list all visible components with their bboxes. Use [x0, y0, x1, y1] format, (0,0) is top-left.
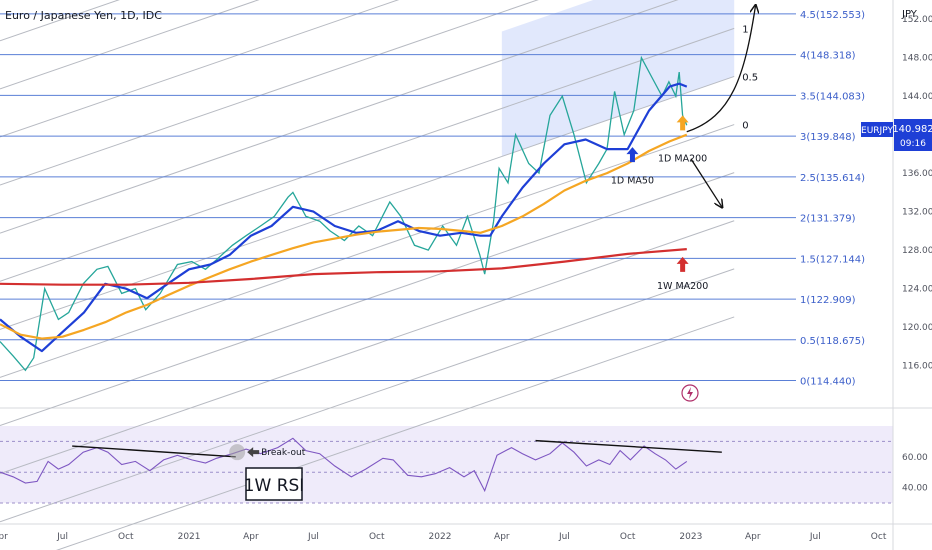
channel-line	[0, 0, 400, 138]
y-tick-label: 148.000	[902, 54, 932, 64]
channel-line	[0, 75, 735, 330]
wma200-arrow-icon	[676, 256, 689, 272]
currency-label: JPY	[901, 9, 918, 20]
channel-level-label: 0	[742, 121, 748, 132]
price-tag[interactable]	[894, 119, 932, 151]
rsi-label-box	[245, 467, 303, 501]
fib-level-label: 4.5(152.553)	[800, 10, 865, 21]
fib-level-label: 1.5(127.144)	[800, 254, 865, 265]
channel-level-label: 1	[742, 24, 748, 35]
wma200-annotation: 1W MA200	[657, 281, 708, 292]
channel-highlight	[501, 0, 735, 157]
x-tick-label: Oct	[620, 532, 636, 542]
fib-level-label: 2.5(135.614)	[800, 173, 865, 184]
breakout-annotation: Break-out	[261, 448, 306, 458]
rsi-tick-label: 60.00	[902, 453, 928, 463]
x-tick-label: Apr	[243, 532, 259, 542]
x-tick-label: Apr	[494, 532, 510, 542]
ma200-annotation: 1D MA200	[658, 153, 707, 164]
channel-line	[0, 27, 735, 282]
symbol-ticker: EURJPY	[861, 126, 893, 136]
y-tick-label: 132.000	[902, 208, 932, 218]
rsi-tick-label: 40.00	[902, 484, 928, 494]
y-tick-label: 152.000	[902, 15, 932, 25]
breakout-marker	[229, 444, 246, 461]
channel-line	[0, 0, 679, 234]
rsi-label: 1W RSI	[244, 476, 305, 496]
rsi-pane-background	[0, 426, 893, 503]
y-tick-label: 136.000	[902, 169, 932, 179]
channel-line	[0, 220, 735, 475]
channel-line	[56, 316, 735, 550]
fib-level-label: 2(131.379)	[800, 214, 856, 225]
y-tick-label: 144.000	[902, 92, 932, 102]
channel-line	[0, 0, 260, 90]
x-tick-label: Oct	[871, 532, 887, 542]
ma50-arrow-icon	[626, 147, 639, 163]
x-tick-label: 2022	[429, 532, 452, 542]
x-tick-label: Oct	[118, 532, 134, 542]
rsi-trendline-right	[535, 439, 722, 453]
y-tick-label: 128.000	[902, 246, 932, 256]
ma200-arrow-icon	[676, 115, 689, 131]
x-tick-label: Apr	[0, 532, 8, 542]
ma50-annotation: 1D MA50	[611, 176, 654, 187]
breakout-arrow-icon	[247, 447, 260, 458]
ma-line-1w-ma200	[0, 248, 687, 286]
x-tick-label: Jul	[558, 532, 570, 542]
lightning-bolt	[687, 387, 693, 399]
fib-level-label: 1(122.909)	[800, 295, 856, 306]
rsi-trendline-left	[72, 445, 236, 458]
bullish-projection-arrow	[686, 6, 756, 133]
fib-level-label: 0.5(118.675)	[800, 336, 865, 347]
x-tick-label: Jul	[56, 532, 68, 542]
x-tick-label: 2023	[679, 532, 702, 542]
price-series	[0, 55, 688, 372]
bearish-projection-arrow	[690, 158, 722, 207]
y-tick-label: 116.000	[902, 362, 932, 372]
symbol-tag[interactable]	[861, 122, 893, 137]
x-tick-label: Jul	[809, 532, 821, 542]
x-tick-label: Jul	[307, 532, 319, 542]
current-price: 140.982	[892, 124, 932, 135]
x-tick-label: Oct	[369, 532, 385, 542]
channel-line	[0, 268, 735, 523]
y-tick-label: 120.000	[902, 323, 932, 333]
channel-line	[0, 124, 735, 378]
fib-level-label: 3(139.848)	[800, 132, 856, 143]
ma-line-1d-ma50	[0, 82, 688, 353]
rsi-series	[0, 437, 688, 493]
fib-level-label: 3.5(144.083)	[800, 91, 865, 102]
channel-level-label: 0.5	[742, 72, 758, 83]
y-tick-label: 124.000	[902, 285, 932, 295]
fib-level-label: 4(148.318)	[800, 51, 856, 62]
chart-title: Euro / Japanese Yen, 1D, IDC	[5, 9, 162, 22]
bar-countdown: 09:16	[900, 139, 926, 149]
fib-level-label: 0(114.440)	[800, 377, 856, 388]
channel-line	[0, 0, 539, 186]
x-tick-label: 2021	[178, 532, 201, 542]
x-tick-label: Apr	[745, 532, 761, 542]
ma-line-1d-ma200	[0, 133, 688, 340]
